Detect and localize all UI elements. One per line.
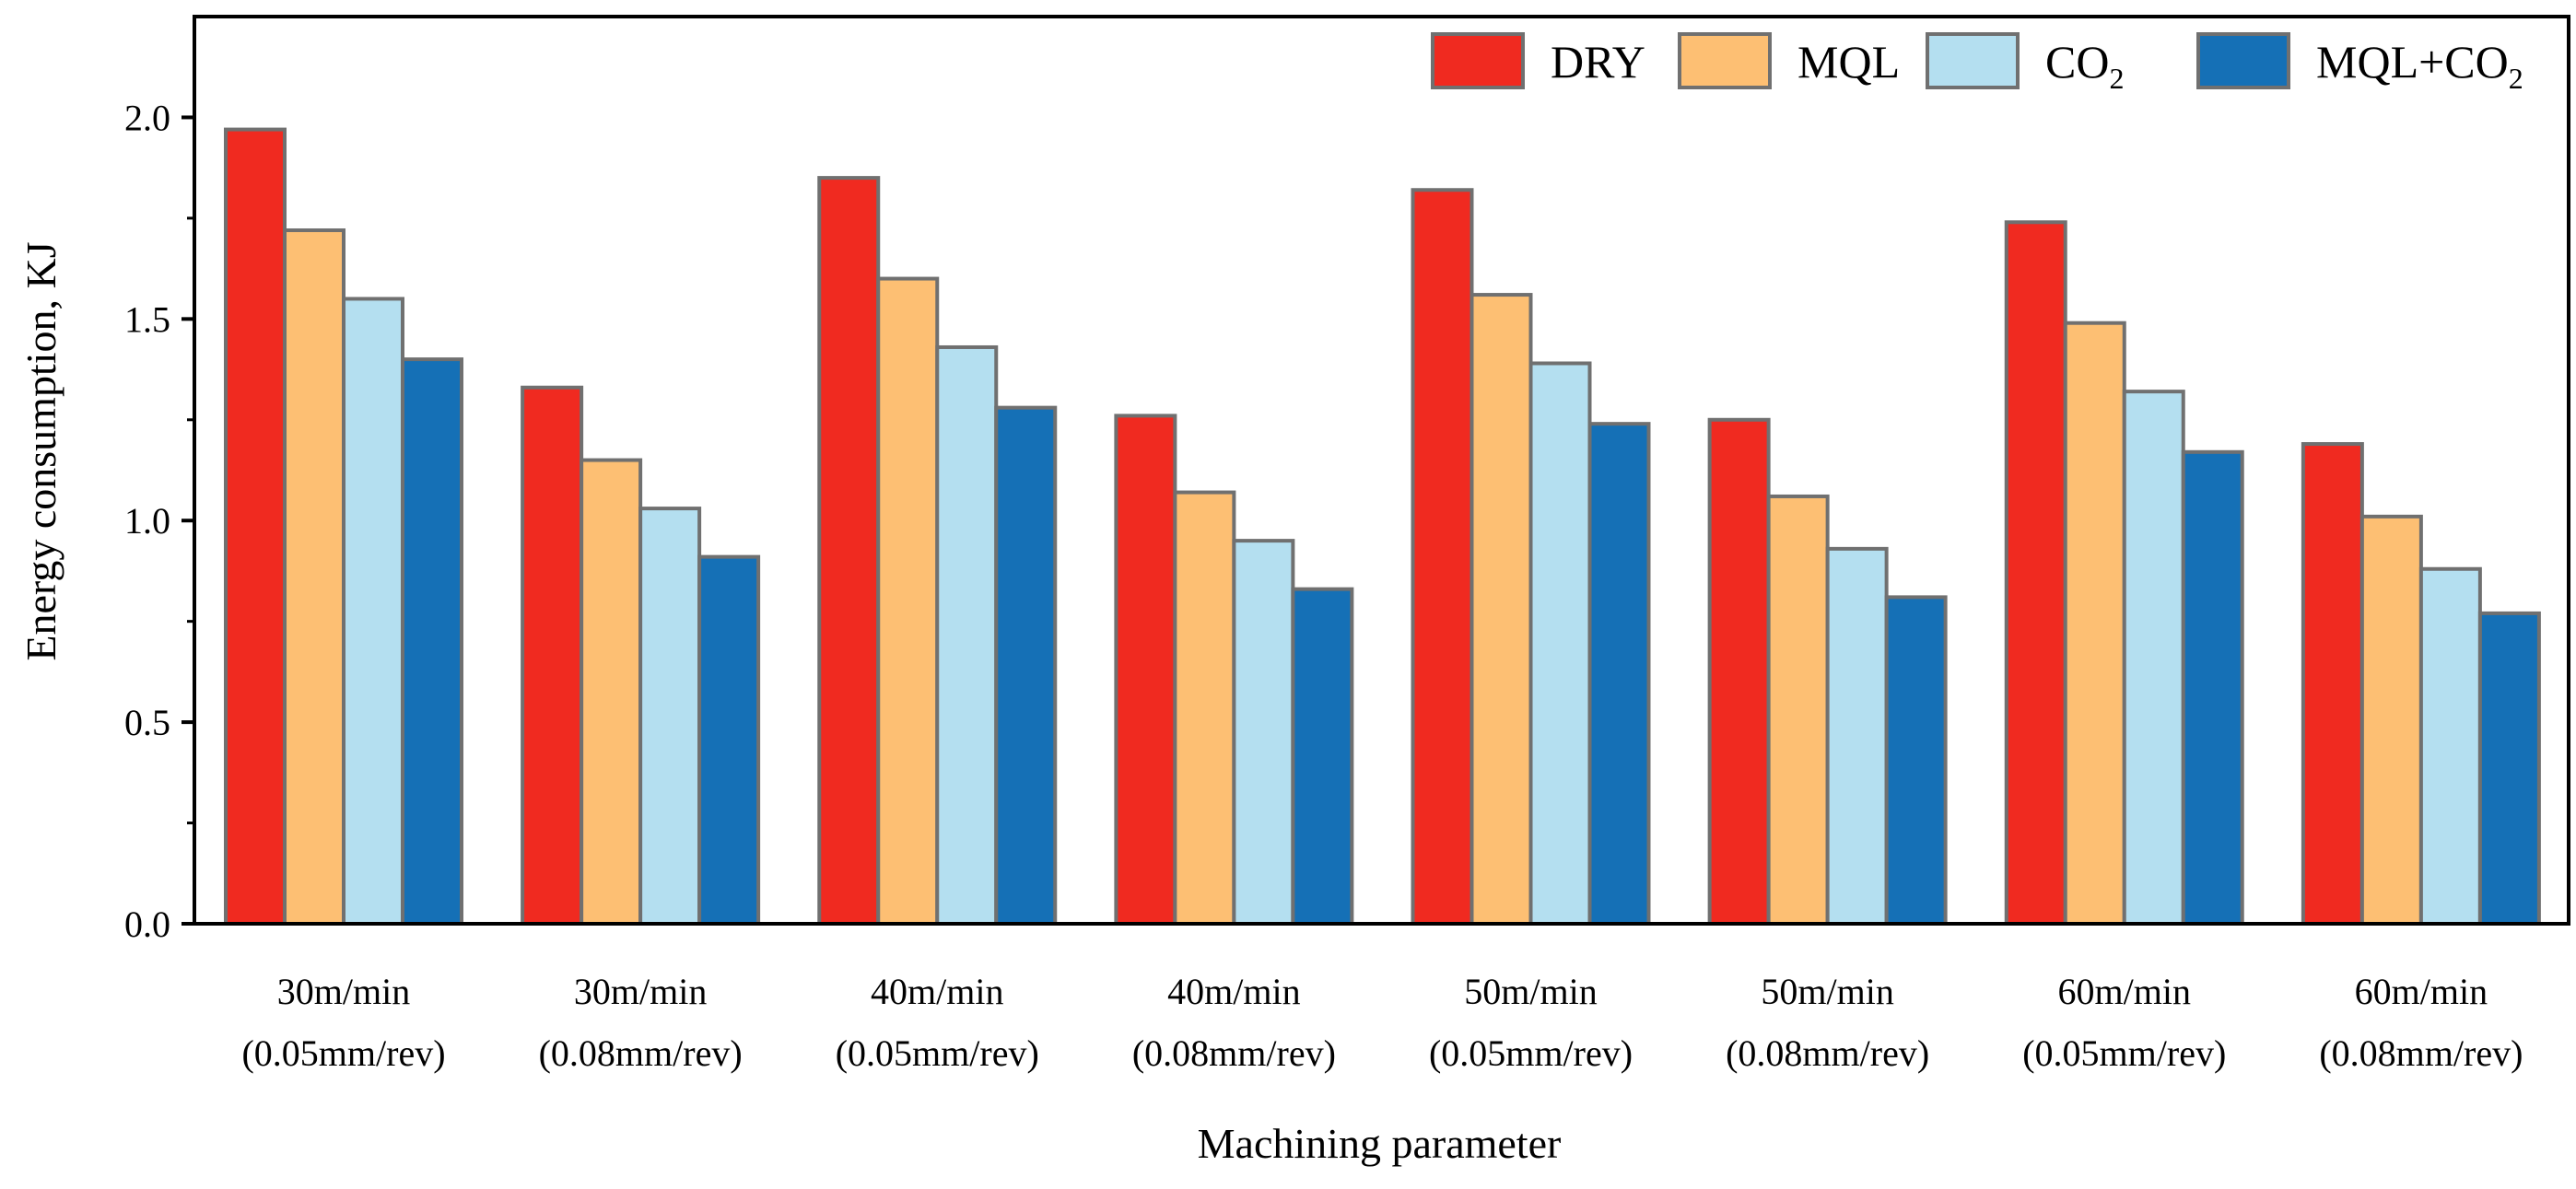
y-tick-label: 2.0 xyxy=(124,97,170,138)
x-category-label-feed: (0.08mm/rev) xyxy=(1726,1032,1929,1074)
bars-layer xyxy=(224,127,2541,927)
bar-dry-4 xyxy=(1114,414,1177,926)
legend-label-co2: CO2 xyxy=(2045,36,2124,95)
bar-mql-co2-4 xyxy=(1291,587,1354,927)
bar-mql-co2-3 xyxy=(994,405,1058,926)
bar-mql-co2-6 xyxy=(1884,595,1948,927)
bar-mql-5 xyxy=(1469,293,1533,927)
plot-frame xyxy=(193,15,2570,926)
bar-co2-3 xyxy=(935,344,999,926)
bar-dry-1 xyxy=(224,127,287,927)
x-category-label-speed: 50m/min xyxy=(1464,971,1597,1012)
bar-co2-6 xyxy=(1825,546,1889,926)
bar-co2-8 xyxy=(2418,566,2482,926)
bar-mql-co2-2 xyxy=(697,554,761,926)
x-category-label-feed: (0.05mm/rev) xyxy=(836,1032,1039,1074)
y-axis-title: Energy consumption, KJ xyxy=(18,241,64,660)
bar-dry-5 xyxy=(1411,188,1474,926)
x-category-label-speed: 60m/min xyxy=(2355,971,2488,1012)
x-category-label-feed: (0.08mm/rev) xyxy=(539,1032,743,1074)
x-category-label-speed: 30m/min xyxy=(277,971,410,1012)
bar-dry-3 xyxy=(817,176,881,927)
x-category-label-speed: 40m/min xyxy=(1167,971,1300,1012)
bar-mql-co2-1 xyxy=(401,357,463,927)
y-tick-label: 1.5 xyxy=(124,298,170,340)
axes-layer xyxy=(193,15,2570,926)
legend: DRY MQL CO2 MQL+CO2 xyxy=(1431,32,2523,95)
bar-co2-5 xyxy=(1528,361,1592,926)
legend-swatch-mql xyxy=(1678,32,1772,89)
x-category-label-feed: (0.05mm/rev) xyxy=(241,1032,445,1074)
x-category-label-speed: 40m/min xyxy=(871,971,1003,1012)
y-tick-label: 0.0 xyxy=(124,903,170,945)
bar-mql-co2-7 xyxy=(2181,449,2244,926)
x-category-label-speed: 30m/min xyxy=(574,971,707,1012)
legend-swatch-dry xyxy=(1431,32,1525,89)
bar-co2-4 xyxy=(1232,539,1295,926)
bar-co2-7 xyxy=(2122,390,2185,926)
x-category-label-speed: 50m/min xyxy=(1761,971,1893,1012)
y-ticks-layer: 0.0 0.5 1.0 1.5 2.0 xyxy=(124,97,194,945)
x-category-labels: 30m/min (0.05mm/rev) 30m/min (0.08mm/rev) 40… xyxy=(241,971,2523,1074)
bar-co2-1 xyxy=(342,297,404,926)
x-category-label-speed: 60m/min xyxy=(2058,971,2191,1012)
bar-mql-2 xyxy=(580,458,643,926)
x-category-label-feed: (0.05mm/rev) xyxy=(1429,1032,1633,1074)
bar-mql-8 xyxy=(2359,514,2423,926)
legend-swatch-co2 xyxy=(1926,32,2020,89)
y-tick-label: 1.0 xyxy=(124,500,170,542)
legend-label-dry: DRY xyxy=(1551,36,1645,87)
legend-label-mql-co2: MQL+CO2 xyxy=(2316,36,2523,95)
bar-mql-4 xyxy=(1173,490,1236,926)
bar-mql-3 xyxy=(876,276,940,926)
bar-dry-7 xyxy=(2004,220,2067,926)
bar-mql-co2-5 xyxy=(1587,422,1651,926)
bar-dry-8 xyxy=(2301,442,2364,926)
bar-mql-co2-8 xyxy=(2477,611,2541,927)
bar-dry-2 xyxy=(521,385,584,926)
bar-mql-6 xyxy=(1766,494,1830,926)
x-category-label-feed: (0.08mm/rev) xyxy=(2319,1032,2523,1074)
y-tick-label: 0.5 xyxy=(124,702,170,743)
bar-dry-6 xyxy=(1707,417,1771,926)
legend-swatch-mql-co2 xyxy=(2196,32,2290,89)
legend-label-mql: MQL xyxy=(1797,36,1900,87)
bar-mql-1 xyxy=(283,228,345,926)
bar-mql-7 xyxy=(2063,321,2126,926)
bar-co2-2 xyxy=(638,507,702,926)
x-category-label-feed: (0.05mm/rev) xyxy=(2022,1032,2226,1074)
x-category-label-feed: (0.08mm/rev) xyxy=(1132,1032,1336,1074)
x-axis-title: Machining parameter xyxy=(1198,1120,1562,1167)
